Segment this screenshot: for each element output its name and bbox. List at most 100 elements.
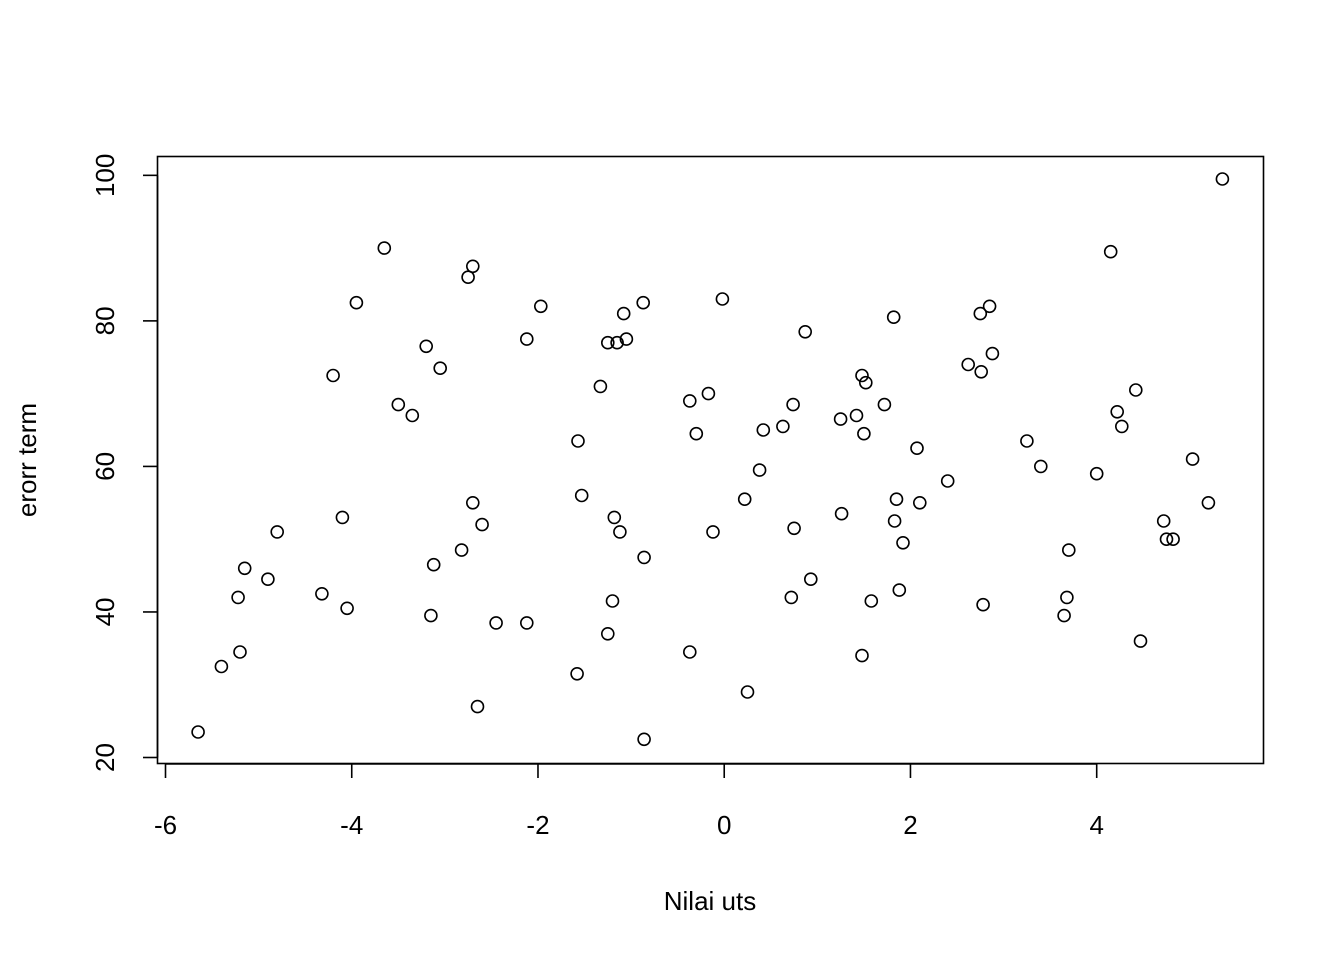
data-point: [424, 608, 438, 623]
x-tick-label: -2: [526, 810, 549, 840]
data-point: [519, 616, 534, 630]
x-tick-label: 0: [717, 810, 731, 840]
data-point: [619, 332, 634, 346]
data-point: [637, 550, 651, 565]
data-point: [574, 488, 589, 503]
data-point: [433, 361, 448, 376]
data-point: [405, 408, 420, 423]
x-axis-label: Nilai uts: [664, 886, 756, 916]
data-point: [910, 441, 924, 456]
data-point: [1115, 419, 1129, 434]
data-point: [454, 543, 469, 557]
data-point: [798, 324, 813, 339]
data-point: [855, 368, 869, 383]
x-tick-label: -6: [154, 810, 177, 840]
data-point: [740, 685, 755, 699]
data-point: [607, 510, 622, 525]
data-point: [349, 295, 364, 310]
data-point: [682, 645, 697, 659]
data-point: [465, 495, 480, 510]
data-point: [737, 492, 752, 507]
data-point: [533, 299, 548, 314]
data-point: [701, 386, 716, 401]
data-point: [261, 572, 275, 587]
data-point: [616, 306, 631, 321]
data-point: [419, 339, 434, 354]
data-point: [470, 699, 485, 714]
data-point: [613, 525, 627, 539]
data-point: [1020, 434, 1034, 448]
data-point: [600, 626, 615, 641]
data-point: [335, 510, 350, 525]
x-tick-label: 2: [903, 810, 917, 840]
data-point: [892, 583, 907, 597]
data-point: [1156, 514, 1171, 528]
data-point: [974, 364, 989, 379]
data-point: [465, 259, 480, 274]
data-point: [896, 535, 910, 550]
data-point: [973, 306, 988, 321]
data-point: [1133, 634, 1148, 648]
data-point: [519, 332, 534, 346]
data-point: [849, 408, 864, 423]
data-point: [877, 397, 892, 412]
data-point: [803, 572, 818, 587]
data-point: [715, 292, 730, 306]
data-point: [1034, 459, 1048, 474]
data-point: [1166, 532, 1180, 547]
data-point: [833, 412, 848, 426]
x-tick-label: -4: [340, 810, 363, 840]
data-point: [1103, 244, 1118, 259]
y-tick-label: 60: [90, 452, 120, 481]
data-point: [570, 666, 584, 681]
data-point: [752, 463, 767, 477]
y-axis-label: erorr term: [12, 403, 42, 517]
data-point: [1110, 404, 1124, 419]
data-point: [1185, 452, 1200, 466]
data-point: [489, 616, 503, 630]
data-point: [237, 561, 252, 576]
data-point: [1129, 383, 1143, 397]
data-point: [315, 586, 329, 601]
data-point: [756, 423, 771, 437]
y-tick-label: 20: [90, 743, 120, 772]
data-point: [1201, 495, 1216, 510]
y-tick-label: 80: [90, 306, 120, 335]
data-point: [857, 426, 871, 441]
data-point: [864, 594, 879, 608]
x-tick-label: 4: [1089, 810, 1103, 840]
data-points: [191, 172, 1230, 747]
data-point: [610, 335, 624, 350]
data-point: [191, 725, 205, 739]
data-point: [976, 597, 990, 612]
data-point: [636, 295, 651, 310]
data-point: [706, 525, 720, 539]
data-point: [270, 525, 285, 539]
data-point: [593, 379, 608, 394]
data-point: [475, 517, 489, 532]
data-point: [982, 299, 997, 314]
y-tick-label: 100: [90, 154, 120, 197]
x-axis: -6 -4 -2 0 2 4: [154, 763, 1104, 840]
y-tick-label: 40: [90, 597, 120, 626]
data-point: [887, 514, 902, 528]
y-axis: 20 40 60 80 100: [90, 154, 159, 772]
data-point: [1057, 608, 1071, 623]
data-point: [391, 397, 406, 412]
data-point: [600, 335, 615, 350]
data-point: [834, 506, 849, 521]
data-point: [912, 495, 927, 510]
data-point: [637, 732, 651, 747]
data-point: [1060, 590, 1074, 605]
data-point: [571, 434, 585, 448]
data-point: [786, 397, 800, 412]
data-point: [886, 310, 901, 325]
data-point: [889, 492, 904, 507]
data-point: [689, 426, 704, 441]
data-point: [776, 419, 790, 434]
data-point: [340, 601, 354, 616]
data-point: [787, 521, 801, 536]
plot-frame: [156, 155, 1265, 765]
data-point: [1159, 532, 1174, 547]
